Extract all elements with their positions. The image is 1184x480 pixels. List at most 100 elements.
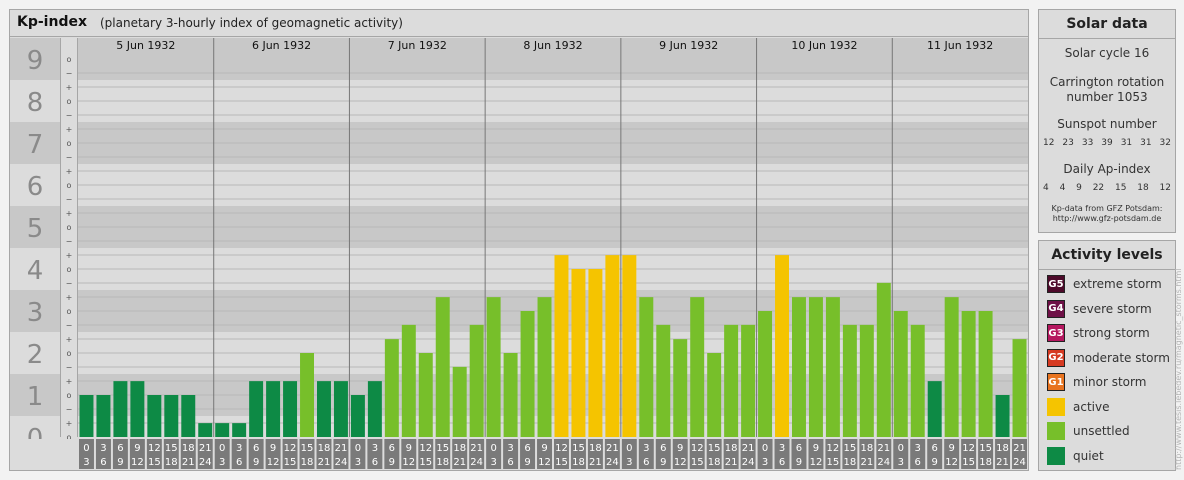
kp-bar [215, 423, 230, 437]
interval-end-label: 21 [860, 457, 873, 468]
y-minor-mark: + [66, 83, 73, 92]
kp-bar [690, 297, 705, 437]
level-label: severe storm [1073, 301, 1152, 316]
interval-start-label: 3 [100, 443, 106, 454]
y-tick-label: 9 [27, 46, 44, 76]
kp-bar [707, 353, 722, 437]
sunspot-label: Sunspot number [1057, 117, 1157, 131]
interval-end-label: 15 [827, 457, 840, 468]
kp-bar [825, 297, 840, 437]
interval-end-label: 18 [844, 457, 857, 468]
y-tick-label: 6 [27, 172, 44, 202]
interval-end-label: 9 [524, 457, 530, 468]
interval-cell [554, 439, 569, 469]
activity-level-row: unsettled [1047, 421, 1130, 441]
interval-cell [944, 439, 960, 469]
level-label: extreme storm [1073, 277, 1162, 291]
kp-bar [266, 381, 281, 437]
ap-value-6: 12 [1159, 183, 1171, 193]
y-minor-mark: o [67, 223, 72, 232]
y-minor-mark: o [67, 349, 72, 358]
activity-level-row: active [1047, 397, 1109, 417]
kp-bar [978, 311, 993, 437]
kp-bar [384, 339, 399, 437]
band-0 [78, 416, 1028, 437]
sunspot-values: 12 23 33 39 31 31 32 [1043, 138, 1171, 148]
y-minor-mark: o [67, 55, 72, 64]
interval-start-label: 15 [979, 443, 992, 454]
kp-bar [724, 324, 739, 437]
interval-cell [95, 439, 111, 469]
y-minor-mark: − [66, 321, 73, 330]
interval-cell [265, 439, 281, 469]
interval-start-label: 15 [844, 443, 857, 454]
carrington-line-2: number 1053 [1066, 90, 1148, 104]
kp-bar [910, 324, 925, 437]
kp-bar [588, 269, 603, 437]
interval-start-label: 0 [83, 443, 89, 454]
y-minor-mark: − [66, 405, 73, 414]
y-minor-mark: − [66, 237, 73, 246]
interval-cell [621, 439, 637, 469]
interval-end-label: 24 [742, 457, 755, 468]
interval-end-label: 6 [236, 457, 242, 468]
ap-value-3: 22 [1092, 183, 1105, 193]
interval-end-label: 12 [131, 457, 144, 468]
interval-start-label: 0 [898, 443, 904, 454]
kp-bar [249, 381, 264, 437]
y-tick-label: 8 [27, 88, 44, 118]
interval-cell [570, 439, 586, 469]
y-minor-mark: + [66, 251, 73, 260]
interval-end-label: 6 [100, 457, 106, 468]
interval-cell [486, 439, 502, 469]
kp-bar [622, 255, 637, 437]
interval-start-label: 9 [406, 443, 412, 454]
y-tick-label: 7 [27, 130, 44, 160]
interval-cell [248, 439, 264, 469]
interval-cell [791, 439, 807, 469]
interval-end-label: 6 [372, 457, 378, 468]
interval-start-label: 12 [691, 443, 704, 454]
credit-link[interactable]: http://www.gfz-potsdam.de [1052, 214, 1162, 223]
interval-cell [859, 439, 875, 469]
interval-end-label: 21 [996, 457, 1009, 468]
interval-start-label: 21 [470, 443, 483, 454]
chart-title: Kp-index [17, 14, 87, 30]
interval-start-label: 6 [524, 443, 530, 454]
interval-cell [537, 439, 552, 469]
kp-bar [792, 297, 806, 437]
interval-end-label: 3 [626, 457, 632, 468]
interval-end-label: 12 [402, 457, 415, 468]
interval-start-label: 18 [589, 443, 602, 454]
chart-subtitle: (planetary 3-hourly index of geomagnetic… [100, 16, 403, 30]
interval-end-label: 3 [490, 457, 496, 468]
interval-cell [180, 439, 196, 469]
kp-bar [639, 297, 654, 437]
kp-bar [181, 395, 196, 437]
interval-cell [435, 439, 451, 469]
interval-start-label: 15 [708, 443, 721, 454]
chart-title-bar: Kp-index (planetary 3-hourly index of ge… [10, 10, 1028, 37]
day-label: 11 Jun 1932 [927, 39, 993, 52]
kp-bar [758, 311, 773, 437]
label-band-1 [10, 374, 60, 416]
interval-end-label: 21 [182, 457, 195, 468]
interval-end-label: 18 [572, 457, 585, 468]
label-band-6 [10, 164, 60, 206]
activity-levels-panel: Activity levels G5 extreme storm G4 severe … [1038, 240, 1176, 471]
kp-bar [944, 297, 959, 437]
interval-cell [655, 439, 671, 469]
interval-end-label: 18 [708, 457, 721, 468]
interval-cell [876, 439, 892, 469]
interval-end-label: 21 [318, 457, 331, 468]
interval-cell [520, 439, 536, 469]
interval-end-label: 24 [335, 457, 348, 468]
interval-end-label: 21 [589, 457, 602, 468]
y-minor-mark: − [66, 279, 73, 288]
interval-cell [401, 439, 417, 469]
interval-cell [129, 439, 145, 469]
y-minor-mark: − [66, 195, 73, 204]
interval-cell [384, 439, 400, 469]
interval-end-label: 24 [1013, 457, 1026, 468]
kp-bar [418, 353, 433, 437]
